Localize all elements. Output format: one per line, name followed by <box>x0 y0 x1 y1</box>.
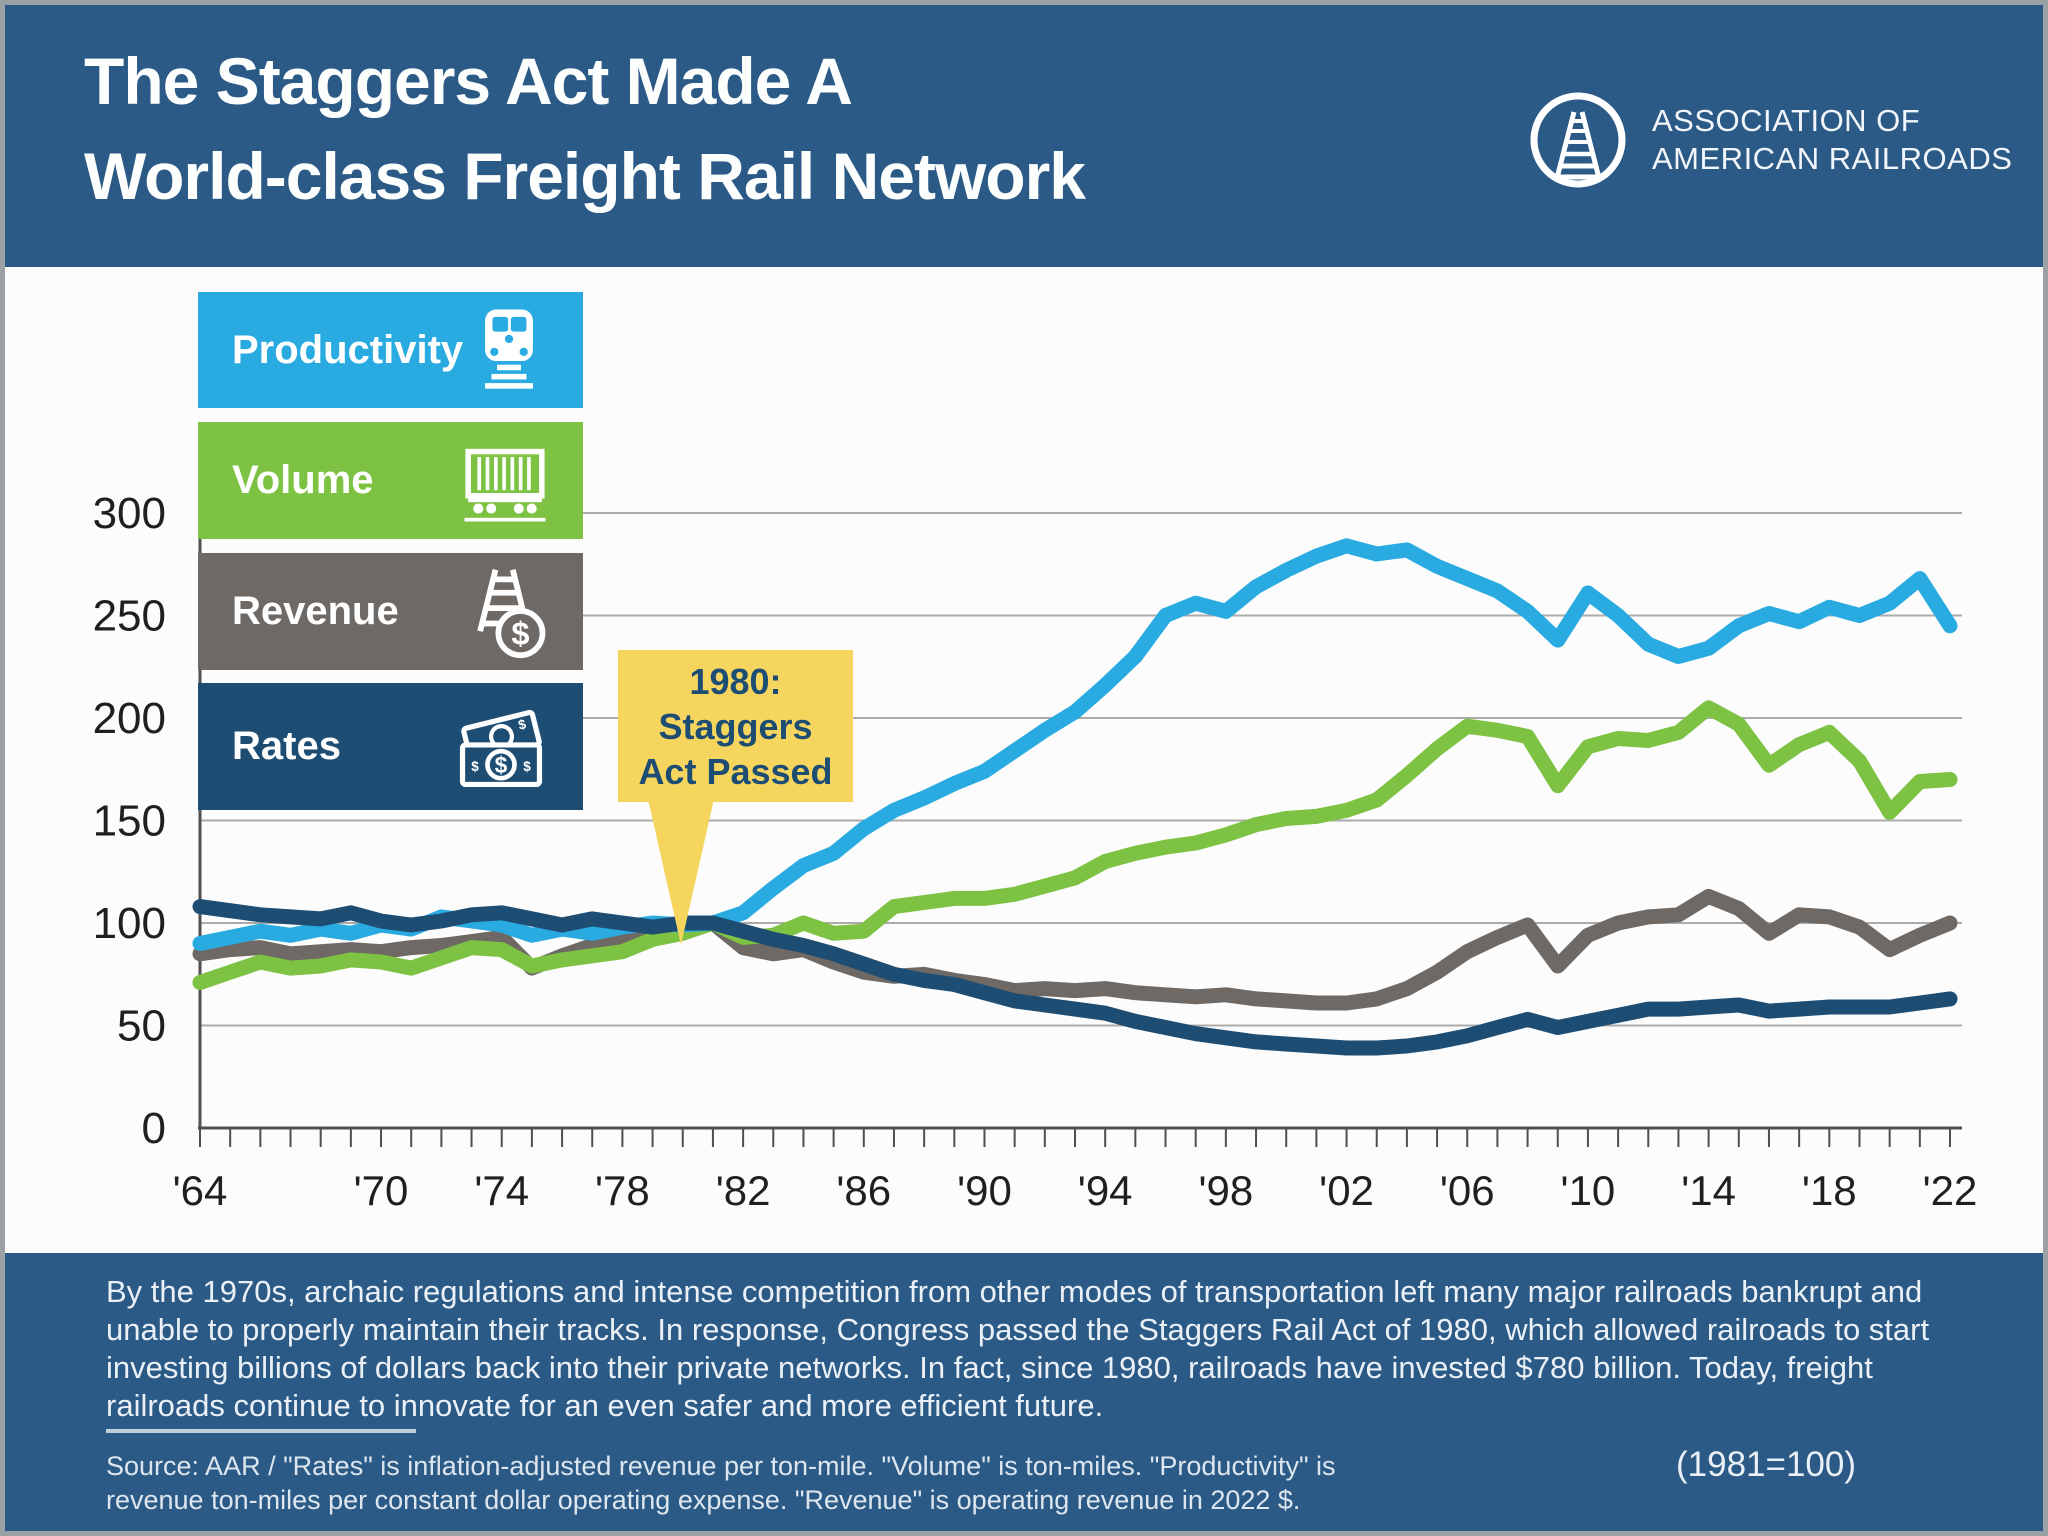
page-title: The Staggers Act Made A World-class Frei… <box>84 34 1086 224</box>
legend-label-productivity: Productivity <box>232 327 464 372</box>
y-tick-label-100: 100 <box>93 899 166 948</box>
source-note: Source: AAR / "Rates" is inflation-adjus… <box>106 1449 1336 1517</box>
header: The Staggers Act Made A World-class Frei… <box>0 0 2048 267</box>
productivity-line <box>192 538 1958 951</box>
callout-1980-staggers: 1980: Staggers Act Passed <box>618 650 853 802</box>
legend-item-rates: Rates $ $ $ $ <box>198 683 583 810</box>
x-tick-label-1998: '98 <box>1198 1167 1253 1214</box>
y-tick-label-50: 50 <box>117 1002 166 1051</box>
locomotive-icon <box>485 309 534 389</box>
freight-car-icon <box>464 448 546 521</box>
y-tick-label-300: 300 <box>93 489 166 538</box>
y-tick-label-250: 250 <box>93 592 166 641</box>
x-tick-label-1986: '86 <box>836 1167 891 1214</box>
callout-line-3: Act Passed <box>638 750 833 792</box>
volume-line <box>192 700 1958 990</box>
svg-text:$: $ <box>471 758 479 773</box>
x-tick-label-1964: '64 <box>173 1167 228 1214</box>
aar-logo: ASSOCIATION OF AMERICAN RAILROADS <box>1528 90 2012 190</box>
y-tick-label-0: 0 <box>142 1104 166 1153</box>
callout-line-1: 1980: <box>689 660 782 702</box>
legend-item-revenue: Revenue $ <box>198 553 583 670</box>
aar-logo-line-1: ASSOCIATION OF <box>1652 103 1921 138</box>
footer: By the 1970s, archaic regulations and in… <box>0 1253 2048 1536</box>
x-tick-label-1982: '82 <box>716 1167 771 1214</box>
track-dollar-icon: $ <box>477 568 546 658</box>
aar-logo-line-2: AMERICAN RAILROADS <box>1652 141 2013 176</box>
y-tick-label-200: 200 <box>93 694 166 743</box>
source-line-2: revenue ton-miles per constant dollar op… <box>106 1485 1301 1515</box>
x-tick-label-2002: '02 <box>1319 1167 1374 1214</box>
rates-line <box>192 899 1958 1056</box>
x-tick-label-2006: '06 <box>1440 1167 1495 1214</box>
x-tick-label-1974: '74 <box>474 1167 529 1214</box>
x-tick-label-2010: '10 <box>1561 1167 1616 1214</box>
svg-text:$: $ <box>523 758 531 773</box>
y-tick-label-150: 150 <box>93 797 166 846</box>
x-tick-label-1970: '70 <box>354 1167 409 1214</box>
legend-item-volume: Volume <box>198 422 583 539</box>
x-tick-label-1978: '78 <box>595 1167 650 1214</box>
legend-item-productivity: Productivity <box>198 292 583 408</box>
x-tick-label-1994: '94 <box>1078 1167 1133 1214</box>
callout-pointer <box>648 799 714 945</box>
x-tick-label-2014: '14 <box>1681 1167 1736 1214</box>
x-tick-label-2018: '18 <box>1802 1167 1857 1214</box>
legend-label-volume: Volume <box>232 458 374 502</box>
title-line-2: World-class Freight Rail Network <box>84 139 1086 213</box>
railroad-track-circle-icon <box>1530 92 1626 188</box>
aar-logo-text: ASSOCIATION OF AMERICAN RAILROADS <box>1652 102 2012 178</box>
footer-divider <box>106 1429 416 1433</box>
callout-line-2: Staggers <box>658 705 813 747</box>
source-line-1: Source: AAR / "Rates" is inflation-adjus… <box>106 1451 1336 1481</box>
svg-text:$: $ <box>495 752 508 778</box>
svg-text:$: $ <box>517 716 528 732</box>
title-line-1: The Staggers Act Made A <box>84 44 853 118</box>
footer-paragraph: By the 1970s, archaic regulations and in… <box>106 1274 1930 1423</box>
legend-label-rates: Rates <box>232 724 341 768</box>
index-base-note: (1981=100) <box>1675 1445 1856 1484</box>
x-tick-label-2022: '22 <box>1923 1167 1978 1214</box>
legend-label-revenue: Revenue <box>232 589 399 633</box>
line-chart: 0 50 100 150 200 250 300 '64 '70 '74 '78 '82 '86 '90 '… <box>93 489 1978 1214</box>
money-bills-icon: $ $ $ $ <box>459 709 543 787</box>
revenue-line <box>192 888 1958 1011</box>
svg-text:$: $ <box>511 614 529 651</box>
x-tick-label-1990: '90 <box>957 1167 1012 1214</box>
